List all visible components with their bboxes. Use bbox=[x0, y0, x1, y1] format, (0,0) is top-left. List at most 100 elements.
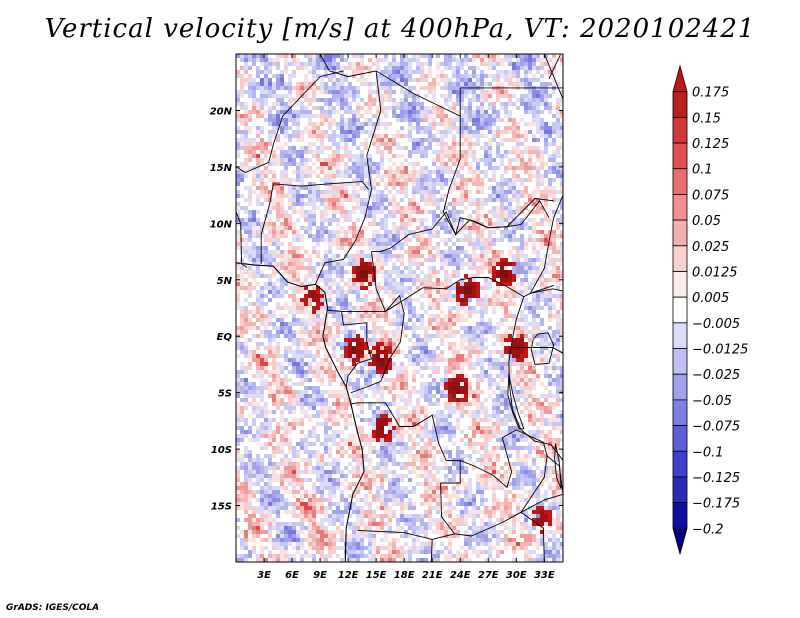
field-cell bbox=[560, 98, 563, 102]
field-cell bbox=[260, 150, 264, 154]
field-cell bbox=[528, 90, 532, 94]
field-cell bbox=[248, 230, 252, 234]
field-cell bbox=[408, 178, 412, 182]
field-cell bbox=[504, 170, 508, 174]
field-cell bbox=[400, 254, 404, 258]
field-cell bbox=[400, 246, 404, 250]
field-cell bbox=[308, 234, 312, 238]
field-cell bbox=[436, 154, 440, 158]
field-cell bbox=[460, 134, 464, 138]
field-cell bbox=[404, 98, 408, 102]
field-cell bbox=[316, 286, 320, 290]
field-cell bbox=[372, 358, 376, 362]
field-cell bbox=[248, 146, 252, 150]
field-cell bbox=[520, 354, 524, 358]
field-cell bbox=[496, 134, 500, 138]
field-cell bbox=[536, 238, 540, 242]
field-cell bbox=[304, 346, 308, 350]
field-cell bbox=[504, 338, 508, 342]
field-cell bbox=[284, 366, 288, 370]
field-cell bbox=[516, 338, 520, 342]
field-cell bbox=[440, 350, 444, 354]
field-cell bbox=[476, 274, 480, 278]
field-cell bbox=[560, 90, 563, 94]
field-cell bbox=[260, 98, 264, 102]
field-cell bbox=[360, 166, 364, 170]
field-cell bbox=[288, 254, 292, 258]
field-cell bbox=[328, 166, 332, 170]
field-cell bbox=[392, 286, 396, 290]
field-cell bbox=[304, 330, 308, 334]
field-cell bbox=[512, 378, 516, 382]
field-cell bbox=[368, 378, 372, 382]
field-cell bbox=[524, 190, 528, 194]
field-cell bbox=[516, 66, 520, 70]
field-cell bbox=[384, 246, 388, 250]
field-cell bbox=[308, 310, 312, 314]
field-cell bbox=[556, 318, 560, 322]
field-cell bbox=[244, 250, 248, 254]
field-cell bbox=[504, 178, 508, 182]
field-cell bbox=[384, 330, 388, 334]
field-cell bbox=[320, 346, 324, 350]
field-cell bbox=[540, 178, 544, 182]
field-cell bbox=[512, 374, 516, 378]
field-cell bbox=[476, 286, 480, 290]
field-cell bbox=[244, 326, 248, 330]
field-cell bbox=[480, 62, 484, 66]
field-cell bbox=[244, 186, 248, 190]
field-cell bbox=[288, 294, 292, 298]
field-cell bbox=[360, 234, 364, 238]
field-cell bbox=[404, 334, 408, 338]
field-cell bbox=[264, 142, 268, 146]
field-cell bbox=[280, 390, 284, 394]
field-cell bbox=[256, 130, 260, 134]
field-cell bbox=[452, 374, 456, 378]
field-cell bbox=[348, 90, 352, 94]
field-cell bbox=[420, 114, 424, 118]
field-cell bbox=[380, 158, 384, 162]
field-cell bbox=[496, 358, 500, 362]
field-cell bbox=[496, 394, 500, 398]
field-cell bbox=[508, 270, 512, 274]
field-cell bbox=[288, 242, 292, 246]
field-cell bbox=[260, 86, 264, 90]
field-cell bbox=[392, 354, 396, 358]
field-cell bbox=[316, 122, 320, 126]
field-cell bbox=[396, 102, 400, 106]
field-cell bbox=[392, 66, 396, 70]
field-cell bbox=[364, 110, 368, 114]
field-cell bbox=[264, 70, 268, 74]
field-cell bbox=[252, 382, 256, 386]
field-cell bbox=[256, 230, 260, 234]
field-cell bbox=[416, 138, 420, 142]
field-cell bbox=[336, 158, 340, 162]
field-cell bbox=[520, 150, 524, 154]
field-cell bbox=[248, 90, 252, 94]
field-cell bbox=[480, 82, 484, 86]
field-cell bbox=[512, 186, 516, 190]
field-cell bbox=[544, 130, 548, 134]
field-cell bbox=[528, 102, 532, 106]
field-cell bbox=[488, 270, 492, 274]
field-cell bbox=[504, 266, 508, 270]
field-cell bbox=[508, 94, 512, 98]
field-cell bbox=[528, 338, 532, 342]
field-cell bbox=[360, 114, 364, 118]
field-cell bbox=[428, 178, 432, 182]
field-cell bbox=[332, 342, 336, 346]
field-cell bbox=[272, 354, 276, 358]
field-cell bbox=[240, 82, 244, 86]
field-cell bbox=[376, 150, 380, 154]
field-cell bbox=[408, 326, 412, 330]
field-cell bbox=[300, 262, 304, 266]
field-cell bbox=[412, 342, 416, 346]
field-cell bbox=[392, 194, 396, 198]
field-cell bbox=[316, 330, 320, 334]
field-cell bbox=[308, 114, 312, 118]
field-cell bbox=[428, 318, 432, 322]
field-cell bbox=[312, 310, 316, 314]
field-cell bbox=[312, 294, 316, 298]
field-cell bbox=[548, 142, 552, 146]
field-cell bbox=[472, 122, 476, 126]
